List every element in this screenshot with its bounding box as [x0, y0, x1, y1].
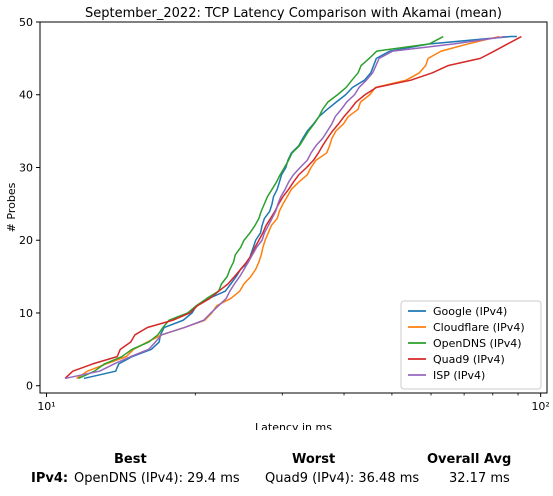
- y-tick-label-5: 50: [19, 16, 33, 29]
- legend: Google (IPv4) Cloudflare (IPv4) OpenDNS (I…: [401, 301, 541, 389]
- x-tick-label-1: 10²: [531, 400, 549, 413]
- legend-label-4: ISP (IPv4): [433, 369, 485, 382]
- worst-header: Worst: [292, 452, 335, 467]
- latency-chart: 0 10 20 30 40 50 10¹ 10² September_2022: TCP La…: [0, 0, 553, 430]
- legend-label-1: Cloudflare (IPv4): [433, 321, 525, 334]
- best-value: OpenDNS (IPv4): 29.4 ms: [74, 471, 240, 486]
- ipv4-row-label: IPv4:: [31, 471, 68, 486]
- overall-avg-value: 32.17 ms: [449, 471, 510, 486]
- legend-label-0: Google (IPv4): [433, 305, 507, 318]
- y-tick-label-0: 0: [26, 380, 33, 393]
- legend-label-3: Quad9 (IPv4): [433, 353, 505, 366]
- x-tick-label-0: 10¹: [37, 400, 55, 413]
- worst-value: Quad9 (IPv4): 36.48 ms: [265, 471, 419, 486]
- y-tick-label-2: 20: [19, 234, 33, 247]
- x-axis-label: Latency in ms: [255, 421, 332, 430]
- chart-title: September_2022: TCP Latency Comparison w…: [85, 6, 502, 21]
- y-tick-label-4: 40: [19, 89, 33, 102]
- y-tick-label-1: 10: [19, 307, 33, 320]
- overall-avg-header: Overall Avg: [427, 452, 511, 467]
- y-axis-label: # Probes: [5, 182, 18, 232]
- series-line-2: [78, 37, 443, 379]
- legend-label-2: OpenDNS (IPv4): [433, 337, 522, 350]
- best-header: Best: [114, 452, 147, 467]
- y-tick-label-3: 30: [19, 161, 33, 174]
